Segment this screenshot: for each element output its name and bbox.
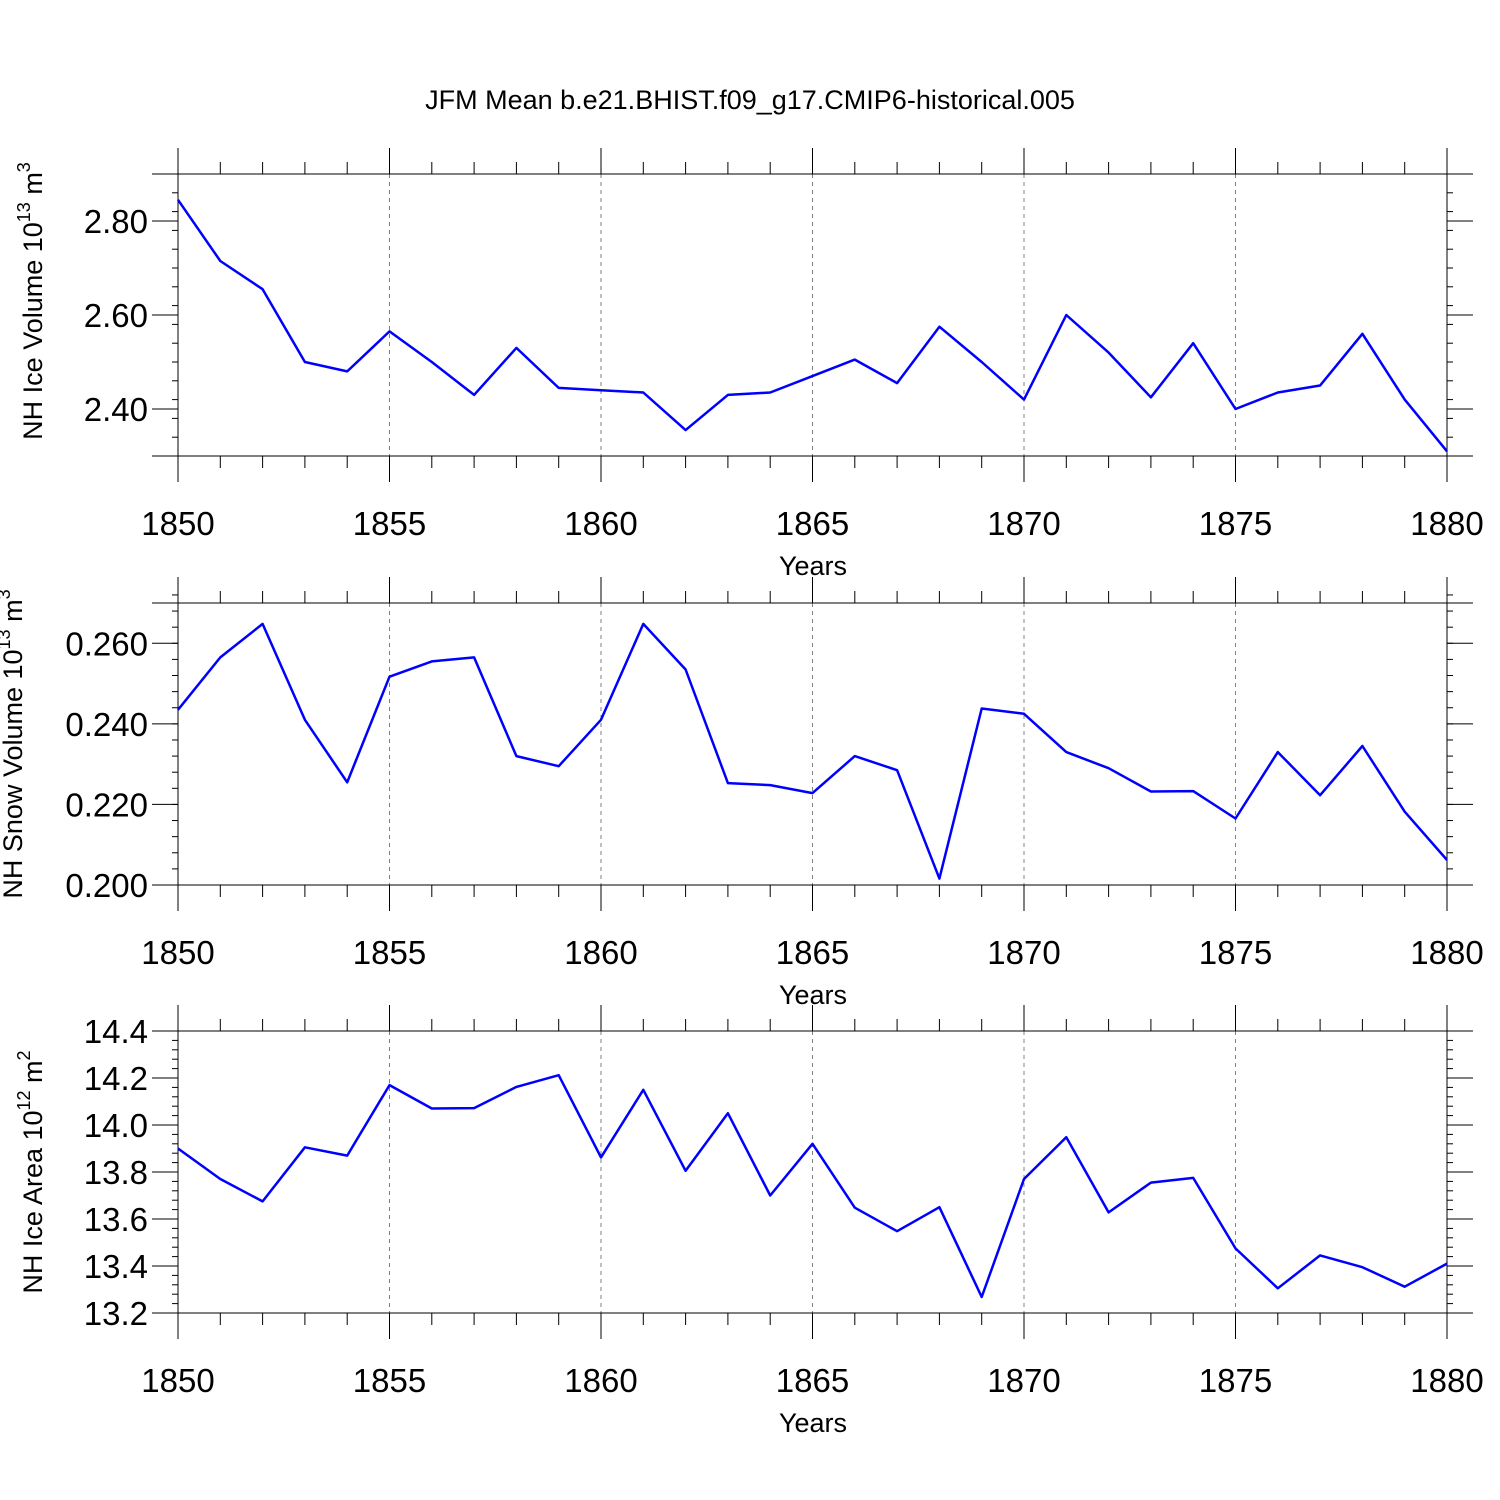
snow-volume-y-tick-label: 0.240 bbox=[65, 706, 148, 743]
ice-area-x-tick-label: 1870 bbox=[987, 1362, 1060, 1399]
ice-area-y-tick-label: 14.2 bbox=[84, 1060, 148, 1097]
snow-volume-y-tick-label: 0.200 bbox=[65, 867, 148, 904]
ice-area-x-tick-label: 1880 bbox=[1410, 1362, 1483, 1399]
snow-volume-x-tick-label: 1860 bbox=[564, 934, 637, 971]
ice-area-y-tick-label: 13.8 bbox=[84, 1154, 148, 1191]
ice-volume-x-tick-label: 1865 bbox=[776, 505, 849, 542]
ice-area-y-tick-label: 14.4 bbox=[84, 1013, 148, 1050]
ice-area-x-tick-label: 1875 bbox=[1199, 1362, 1272, 1399]
snow-volume-series-line bbox=[177, 622, 1448, 880]
snow-volume-x-tick-label: 1880 bbox=[1410, 934, 1483, 971]
ice-volume-xlabel: Years bbox=[779, 551, 847, 581]
snow-volume-x-tick-label: 1865 bbox=[776, 934, 849, 971]
ice-area-y-tick-label: 13.4 bbox=[84, 1248, 148, 1285]
snow-volume-y-tick-label: 0.260 bbox=[65, 625, 148, 662]
ice-area-x-tick-label: 1855 bbox=[353, 1362, 426, 1399]
ice-area-x-tick-label: 1865 bbox=[776, 1362, 849, 1399]
snow-volume-ylabel: NH Snow Volume 1013 m3 bbox=[0, 589, 28, 898]
ice-volume-series-line bbox=[176, 199, 1448, 453]
ice-area-x-tick-label: 1860 bbox=[564, 1362, 637, 1399]
panel-ice-area: 13.2 13.4 13.6 13.8 14.0 14.2 14.4 1850 1855 1860… bbox=[14, 1005, 1484, 1438]
ice-area-ylabel: NH Ice Area 1012 m2 bbox=[14, 1050, 48, 1293]
panel-snow-volume-axes: 0.200 0.220 0.240 0.260 1850 1855 1860 1865 1870… bbox=[65, 577, 1484, 971]
ice-volume-y-tick-label: 2.60 bbox=[84, 297, 148, 334]
ice-volume-x-tick-label: 1880 bbox=[1410, 505, 1483, 542]
ice-volume-ylabel: NH Ice Volume 1013 m3 bbox=[14, 162, 48, 440]
snow-volume-x-tick-label: 1850 bbox=[141, 934, 214, 971]
ice-area-x-tick-label: 1850 bbox=[141, 1362, 214, 1399]
ice-area-series-line bbox=[177, 1073, 1448, 1299]
ice-volume-x-tick-label: 1860 bbox=[564, 505, 637, 542]
ice-area-y-tick-label: 13.2 bbox=[84, 1295, 148, 1332]
ice-volume-x-tick-label: 1875 bbox=[1199, 505, 1272, 542]
ice-volume-y-tick-label: 2.40 bbox=[84, 391, 148, 428]
panel-ice-volume: 2.40 2.60 2.80 1850 1855 1860 1865 1870 1875 1880… bbox=[14, 148, 1484, 581]
panel-snow-volume: 0.200 0.220 0.240 0.260 1850 1855 1860 1865 1870… bbox=[0, 577, 1484, 1010]
snow-volume-y-tick-label: 0.220 bbox=[65, 786, 148, 823]
ice-volume-x-tick-label: 1870 bbox=[987, 505, 1060, 542]
ice-area-xlabel: Years bbox=[779, 1408, 847, 1438]
ice-area-y-tick-label: 14.0 bbox=[84, 1107, 148, 1144]
chart-title: JFM Mean b.e21.BHIST.f09_g17.CMIP6-histo… bbox=[425, 85, 1075, 115]
panel-ice-volume-axes: 2.40 2.60 2.80 1850 1855 1860 1865 1870 1875 1880 bbox=[84, 148, 1484, 542]
ice-volume-x-tick-label: 1850 bbox=[141, 505, 214, 542]
ice-volume-x-tick-label: 1855 bbox=[353, 505, 426, 542]
ice-volume-y-tick-label: 2.80 bbox=[84, 203, 148, 240]
snow-volume-x-tick-label: 1875 bbox=[1199, 934, 1272, 971]
ice-area-y-tick-label: 13.6 bbox=[84, 1201, 148, 1238]
panel-ice-area-axes: 13.2 13.4 13.6 13.8 14.0 14.2 14.4 1850 1855 1860… bbox=[84, 1005, 1484, 1399]
snow-volume-x-tick-label: 1870 bbox=[987, 934, 1060, 971]
snow-volume-x-tick-label: 1855 bbox=[353, 934, 426, 971]
